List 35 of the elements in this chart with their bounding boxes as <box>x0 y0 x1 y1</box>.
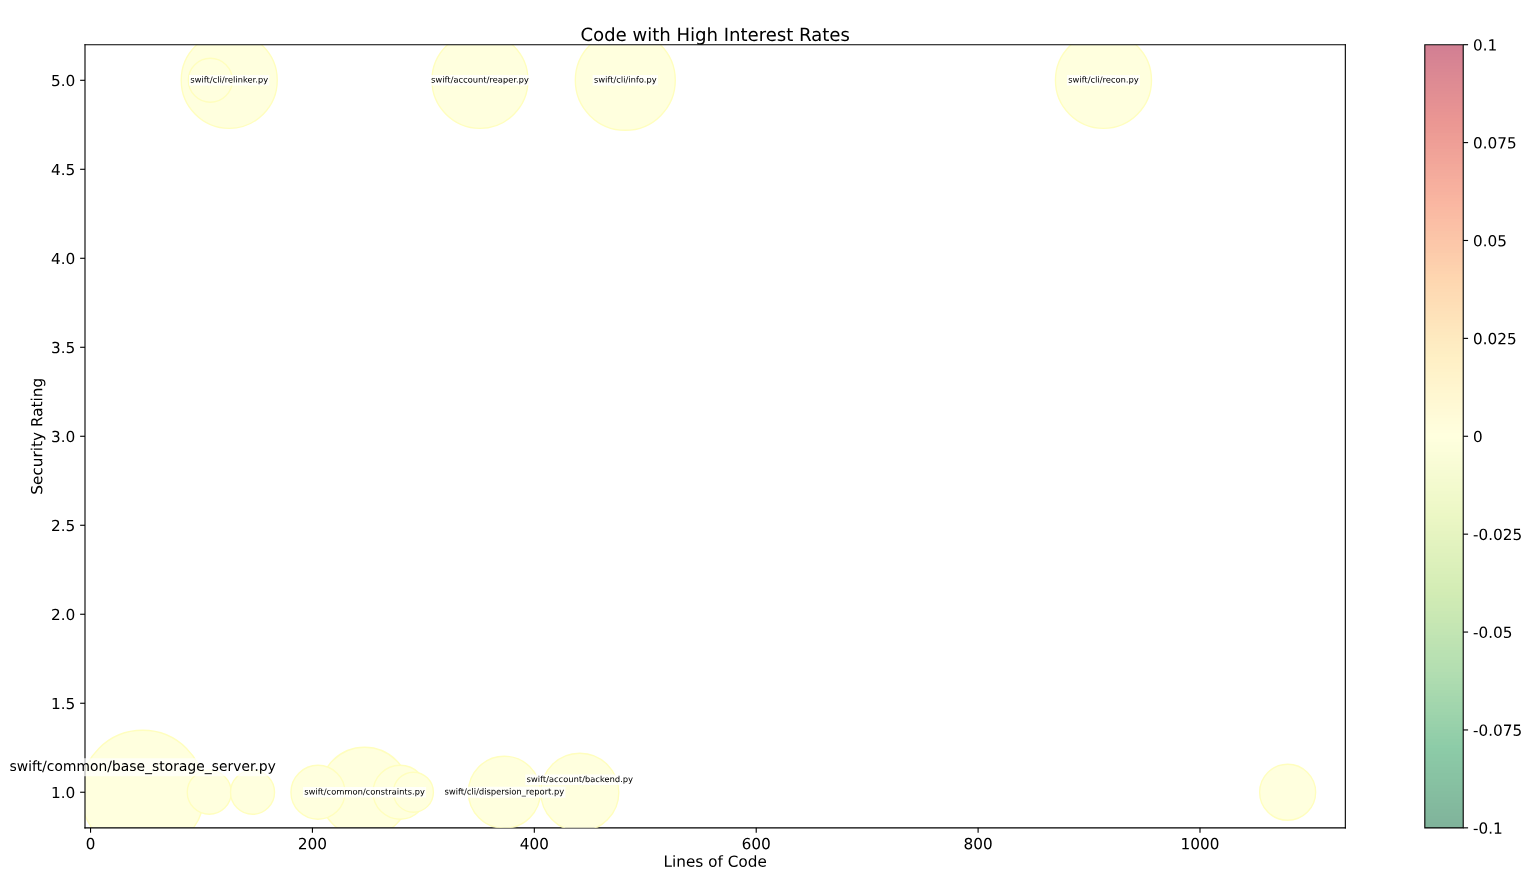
color-bar-label: 0.025 <box>1473 332 1516 345</box>
x-axis-title: Lines of Code <box>664 855 767 867</box>
y-tick-label: 4.5 <box>51 163 74 176</box>
x-tick-label: 800 <box>964 837 992 850</box>
x-tick-label: 600 <box>742 837 770 850</box>
y-tick-label: 1.0 <box>52 786 75 799</box>
chart-title: Code with High Interest Rates <box>581 27 849 45</box>
y-tick-label: 2.5 <box>52 519 74 532</box>
x-tick-label: 1000 <box>1182 837 1219 850</box>
y-axis-title: Security Rating <box>30 379 46 494</box>
color-bar-label: -0.1 <box>1473 822 1502 834</box>
annotation: swift/cli/info.py <box>594 76 657 85</box>
color-bar-label: 0 <box>1473 430 1482 443</box>
y-tick-label: 3.0 <box>52 430 75 443</box>
annotation: swift/cli/dispersion_report.py <box>444 788 564 797</box>
y-tick-label: 4.0 <box>51 252 75 265</box>
annotation: swift/cli/recon.py <box>1068 76 1139 85</box>
x-tick-label: 400 <box>520 837 548 850</box>
color-bar-label: 0.075 <box>1473 137 1516 149</box>
x-tick-label: 200 <box>298 837 326 850</box>
color-bar-label: -0.025 <box>1473 528 1521 541</box>
color-bar-label: -0.05 <box>1473 626 1512 639</box>
annotation: swift/cli/relinker.py <box>190 76 268 85</box>
x-tick-label: 0 <box>86 837 95 850</box>
color-bar-label: -0.075 <box>1473 724 1521 736</box>
annotation: swift/account/backend.py <box>527 775 633 784</box>
y-tick-label: 3.5 <box>52 341 74 354</box>
annotation: swift/account/reaper.py <box>431 76 529 85</box>
annotation: swift/common/constraints.py <box>304 788 425 797</box>
color-bar-label: 0.1 <box>1473 39 1496 51</box>
y-tick-label: 5.0 <box>52 74 75 87</box>
y-tick-label: 2.0 <box>52 608 75 621</box>
color-bar-label: 0.05 <box>1473 234 1506 247</box>
annotation: swift/common/base_storage_server.py <box>10 760 276 775</box>
y-tick-label: 1.5 <box>52 697 74 710</box>
